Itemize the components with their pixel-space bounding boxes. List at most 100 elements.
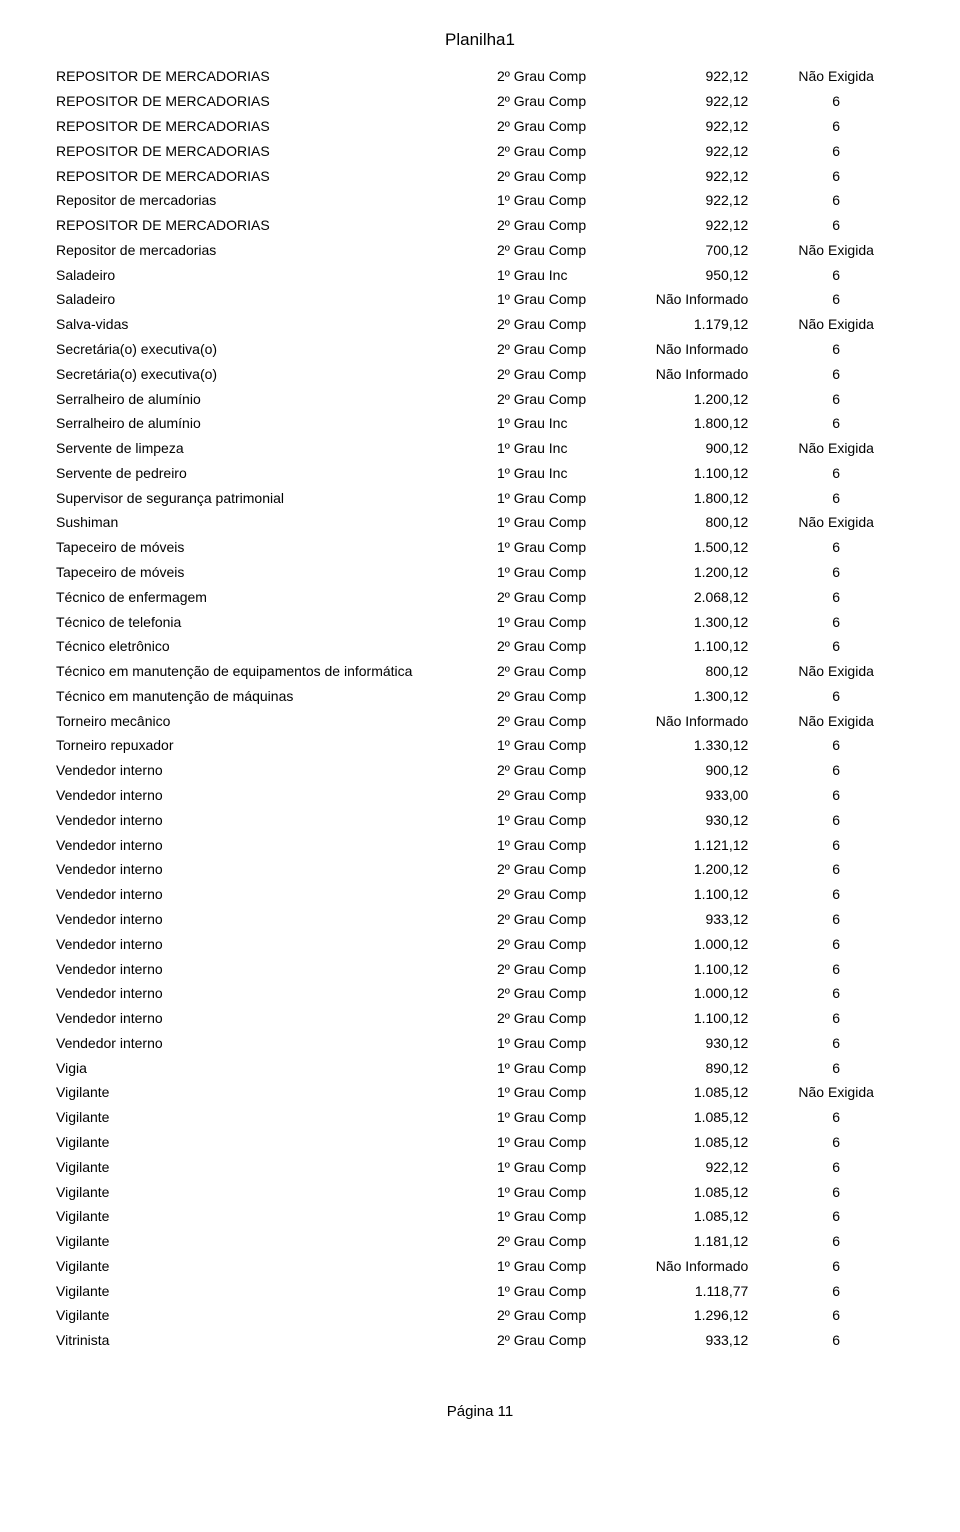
education-grade: 1º Grau Comp	[497, 188, 633, 213]
salary-value: 922,12	[633, 114, 769, 139]
education-grade: 2º Grau Comp	[497, 64, 633, 89]
experience-value: Não Exigida	[768, 510, 904, 535]
salary-value: 922,12	[633, 89, 769, 114]
experience-value: 6	[768, 609, 904, 634]
education-grade: 2º Grau Comp	[497, 857, 633, 882]
job-description: Serralheiro de alumínio	[56, 411, 497, 436]
experience-value: 6	[768, 882, 904, 907]
salary-value: 922,12	[633, 163, 769, 188]
salary-value: 1.296,12	[633, 1303, 769, 1328]
experience-value: 6	[768, 733, 904, 758]
salary-value: 933,00	[633, 783, 769, 808]
experience-value: 6	[768, 1328, 904, 1353]
job-description: Vigilante	[56, 1105, 497, 1130]
experience-value: 6	[768, 758, 904, 783]
salary-value: 1.000,12	[633, 981, 769, 1006]
table-row: Serralheiro de alumínio2º Grau Comp1.200…	[56, 386, 904, 411]
job-description: REPOSITOR DE MERCADORIAS	[56, 138, 497, 163]
experience-value: 6	[768, 262, 904, 287]
experience-value: 6	[768, 287, 904, 312]
job-description: Tapeceiro de móveis	[56, 560, 497, 585]
salary-value: 1.800,12	[633, 485, 769, 510]
salary-value: 930,12	[633, 807, 769, 832]
salary-value: 950,12	[633, 262, 769, 287]
experience-value: 6	[768, 114, 904, 139]
education-grade: 2º Grau Comp	[497, 1303, 633, 1328]
page-container: Planilha1 REPOSITOR DE MERCADORIAS2º Gra…	[0, 0, 960, 1460]
job-description: Servente de pedreiro	[56, 461, 497, 486]
education-grade: 1º Grau Comp	[497, 1080, 633, 1105]
experience-value: 6	[768, 1154, 904, 1179]
table-row: Técnico em manutenção de equipamentos de…	[56, 659, 904, 684]
education-grade: 2º Grau Comp	[497, 882, 633, 907]
table-row: Repositor de mercadorias2º Grau Comp700,…	[56, 237, 904, 262]
table-row: Vigilante2º Grau Comp1.296,126	[56, 1303, 904, 1328]
job-description: Técnico em manutenção de equipamentos de…	[56, 659, 497, 684]
education-grade: 1º Grau Inc	[497, 436, 633, 461]
job-description: Técnico de enfermagem	[56, 584, 497, 609]
education-grade: 2º Grau Comp	[497, 659, 633, 684]
salary-value: 1.300,12	[633, 609, 769, 634]
job-description: Técnico de telefonia	[56, 609, 497, 634]
table-row: Vigia1º Grau Comp890,126	[56, 1055, 904, 1080]
education-grade: 2º Grau Comp	[497, 1229, 633, 1254]
education-grade: 2º Grau Comp	[497, 337, 633, 362]
experience-value: 6	[768, 1055, 904, 1080]
salary-value: 890,12	[633, 1055, 769, 1080]
salary-value: 930,12	[633, 1030, 769, 1055]
salary-value: 922,12	[633, 1154, 769, 1179]
experience-value: 6	[768, 807, 904, 832]
salary-value: 1.800,12	[633, 411, 769, 436]
salary-value: 933,12	[633, 1328, 769, 1353]
job-description: Torneiro repuxador	[56, 733, 497, 758]
salary-value: 1.085,12	[633, 1179, 769, 1204]
table-row: Vigilante1º Grau CompNão Informado6	[56, 1254, 904, 1279]
education-grade: 2º Grau Comp	[497, 981, 633, 1006]
job-description: Saladeiro	[56, 287, 497, 312]
job-description: Vendedor interno	[56, 981, 497, 1006]
education-grade: 1º Grau Inc	[497, 262, 633, 287]
salary-value: 1.085,12	[633, 1080, 769, 1105]
job-description: Vigia	[56, 1055, 497, 1080]
experience-value: Não Exigida	[768, 1080, 904, 1105]
experience-value: 6	[768, 213, 904, 238]
salary-value: 922,12	[633, 213, 769, 238]
job-description: Vendedor interno	[56, 807, 497, 832]
table-row: Vigilante1º Grau Comp1.118,776	[56, 1278, 904, 1303]
table-row: Vigilante1º Grau Comp1.085,12Não Exigida	[56, 1080, 904, 1105]
education-grade: 2º Grau Comp	[497, 1006, 633, 1031]
job-description: Vendedor interno	[56, 783, 497, 808]
job-description: Vendedor interno	[56, 931, 497, 956]
education-grade: 2º Grau Comp	[497, 634, 633, 659]
job-description: Secretária(o) executiva(o)	[56, 361, 497, 386]
education-grade: 2º Grau Comp	[497, 758, 633, 783]
salary-value: 922,12	[633, 64, 769, 89]
table-row: Supervisor de segurança patrimonial1º Gr…	[56, 485, 904, 510]
experience-value: 6	[768, 1030, 904, 1055]
table-row: Vendedor interno2º Grau Comp933,006	[56, 783, 904, 808]
table-row: REPOSITOR DE MERCADORIAS2º Grau Comp922,…	[56, 163, 904, 188]
table-row: Técnico de enfermagem2º Grau Comp2.068,1…	[56, 584, 904, 609]
salary-value: 1.000,12	[633, 931, 769, 956]
table-row: Torneiro mecânico2º Grau CompNão Informa…	[56, 708, 904, 733]
education-grade: 1º Grau Comp	[497, 485, 633, 510]
salary-value: 1.330,12	[633, 733, 769, 758]
salary-value: 1.085,12	[633, 1105, 769, 1130]
table-row: Tapeceiro de móveis1º Grau Comp1.200,126	[56, 560, 904, 585]
data-table: REPOSITOR DE MERCADORIAS2º Grau Comp922,…	[56, 64, 904, 1353]
job-description: Técnico em manutenção de máquinas	[56, 684, 497, 709]
education-grade: 2º Grau Comp	[497, 684, 633, 709]
job-description: Saladeiro	[56, 262, 497, 287]
salary-value: 1.085,12	[633, 1204, 769, 1229]
job-description: Sushiman	[56, 510, 497, 535]
job-description: Salva-vidas	[56, 312, 497, 337]
job-description: Torneiro mecânico	[56, 708, 497, 733]
table-row: Repositor de mercadorias1º Grau Comp922,…	[56, 188, 904, 213]
table-row: Tapeceiro de móveis1º Grau Comp1.500,126	[56, 535, 904, 560]
education-grade: 1º Grau Comp	[497, 1030, 633, 1055]
education-grade: 1º Grau Comp	[497, 1278, 633, 1303]
experience-value: 6	[768, 1278, 904, 1303]
job-description: REPOSITOR DE MERCADORIAS	[56, 163, 497, 188]
table-row: Vendedor interno1º Grau Comp930,126	[56, 807, 904, 832]
salary-value: 800,12	[633, 659, 769, 684]
